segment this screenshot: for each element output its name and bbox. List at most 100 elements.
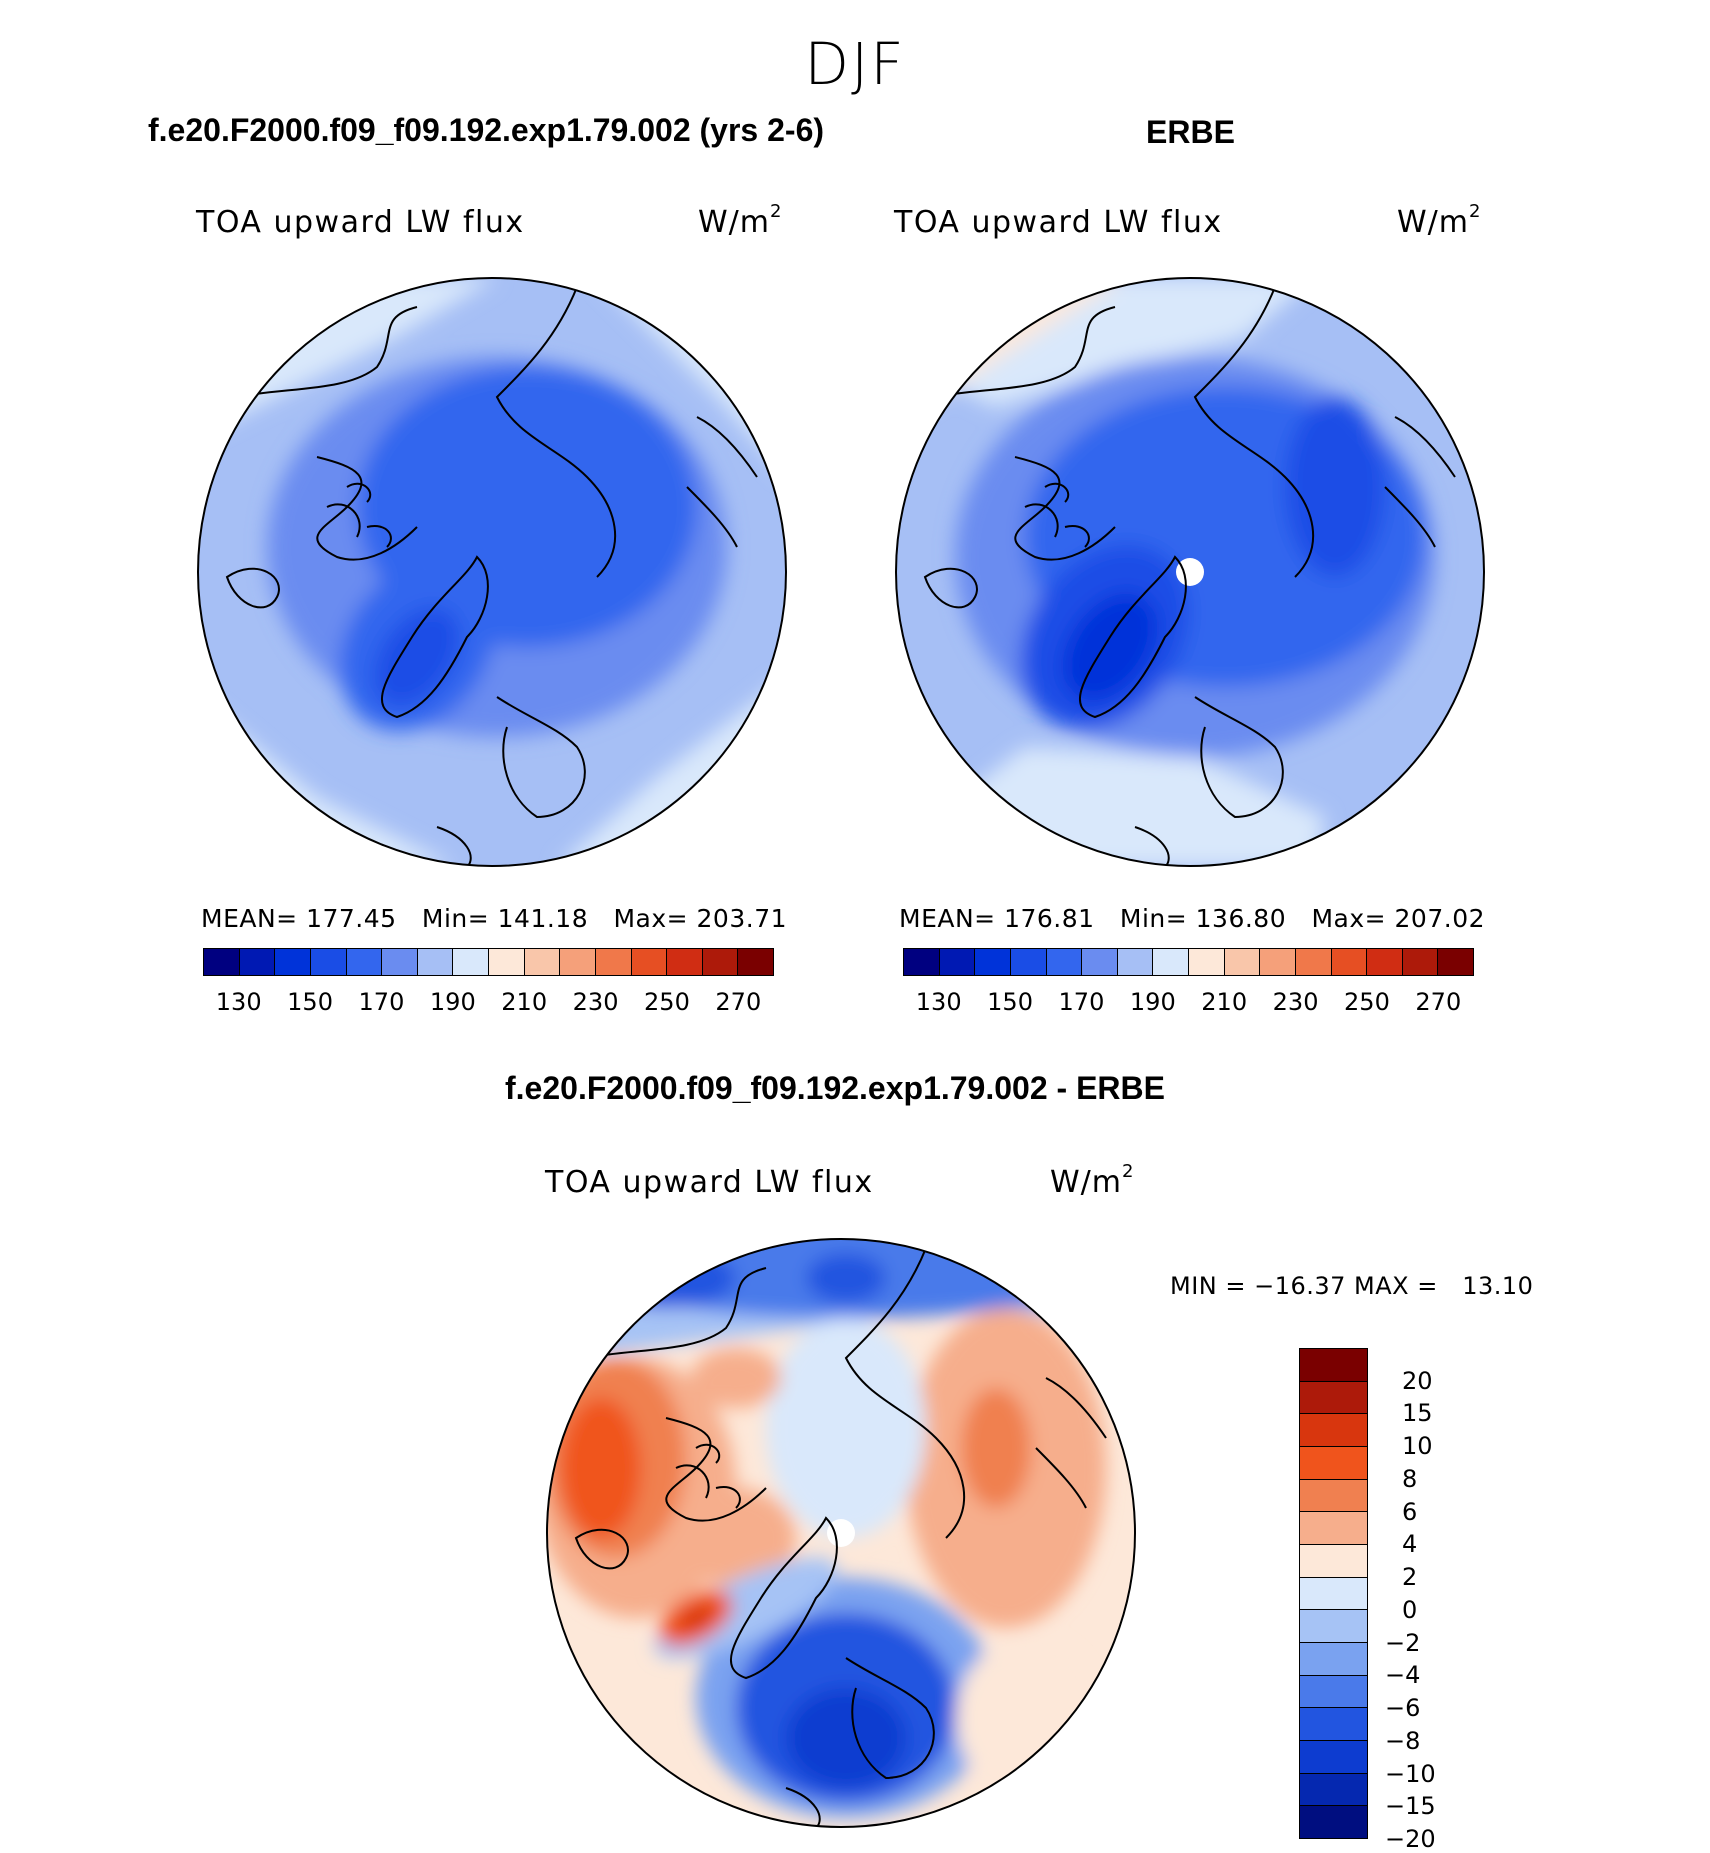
colorbar-swatch <box>1153 949 1189 975</box>
colorbar-swatch <box>453 949 489 975</box>
colorbar-swatch <box>939 949 976 975</box>
colorbar-tick-label: −8 <box>1385 1726 1421 1755</box>
diff-units-label: W/m2 <box>1050 1161 1135 1200</box>
colorbar-swatch <box>631 949 668 975</box>
colorbar-tick-label: 0 <box>1402 1595 1418 1624</box>
obs-stats: MEAN= 176.81 Min= 136.80 Max= 207.02 <box>899 904 1486 933</box>
colorbar-tick-label: −20 <box>1385 1825 1436 1853</box>
colorbar-tick-label: 250 <box>644 988 690 1016</box>
colorbar-swatch <box>489 949 525 975</box>
colorbar-tick-label: 4 <box>1402 1530 1418 1559</box>
colorbar-tick-label: 270 <box>715 988 762 1016</box>
colorbar-swatch <box>1331 949 1368 975</box>
colorbar-swatch <box>1295 949 1332 975</box>
colorbar-swatch <box>1300 1741 1367 1774</box>
colorbar-swatch <box>1300 1381 1367 1415</box>
obs-colorbar-ticks: 130 150 170 190 210 230 250 270 <box>903 988 1474 1018</box>
colorbar-swatch <box>346 949 383 975</box>
colorbar-tick-label: 130 <box>215 988 262 1016</box>
colorbar-tick-label: 190 <box>1129 988 1176 1016</box>
colorbar-tick-label: 210 <box>1201 988 1248 1016</box>
colorbar-swatch <box>275 949 311 975</box>
figure-title: DJF <box>804 30 906 98</box>
colorbar-tick-label: −15 <box>1385 1792 1436 1821</box>
colorbar-swatch <box>1117 949 1154 975</box>
colorbar-tick-label: 2 <box>1402 1563 1418 1592</box>
colorbar-swatch <box>667 949 703 975</box>
diff-colorbar-ticks: 20 15 10 8 6 4 2 0 −2 −4 −6 −8 −10 −15 −20 <box>1385 1348 1465 1853</box>
diff-stats: MIN = −16.37 MAX = 13.10 <box>1170 1272 1534 1300</box>
colorbar-swatch <box>382 949 418 975</box>
colorbar-swatch <box>1300 1414 1367 1448</box>
colorbar-tick-label: −6 <box>1385 1694 1421 1723</box>
colorbar-tick-label: −2 <box>1385 1628 1421 1657</box>
colorbar-tick-label: 230 <box>572 988 619 1016</box>
colorbar-swatch <box>1300 1675 1367 1709</box>
colorbar-tick-label: −10 <box>1385 1759 1436 1788</box>
colorbar-swatch <box>417 949 454 975</box>
colorbar-swatch <box>1300 1806 1367 1839</box>
colorbar-tick-label: 170 <box>1058 988 1105 1016</box>
colorbar-swatch <box>204 949 240 975</box>
obs-colorbar <box>903 948 1474 976</box>
obs-units-label: W/m2 <box>1397 201 1482 240</box>
model-case-title: f.e20.F2000.f09_f09.192.exp1.79.002 (yrs… <box>148 112 825 148</box>
colorbar-tick-label: 6 <box>1402 1497 1418 1526</box>
colorbar-swatch <box>1367 949 1403 975</box>
model-polar-map <box>197 277 787 867</box>
colorbar-swatch <box>1224 949 1261 975</box>
colorbar-swatch <box>310 949 347 975</box>
colorbar-tick-label: 150 <box>987 988 1033 1016</box>
colorbar-swatch <box>1189 949 1225 975</box>
colorbar-swatch <box>975 949 1011 975</box>
colorbar-tick-label: 15 <box>1402 1399 1433 1428</box>
colorbar-swatch <box>1300 1479 1367 1513</box>
colorbar-swatch <box>239 949 276 975</box>
colorbar-swatch <box>524 949 561 975</box>
colorbar-swatch <box>1300 1773 1367 1807</box>
colorbar-swatch <box>1300 1545 1367 1578</box>
colorbar-tick-label: 210 <box>501 988 548 1016</box>
colorbar-swatch <box>1300 1708 1367 1742</box>
colorbar-swatch <box>1300 1610 1367 1644</box>
colorbar-swatch <box>1300 1577 1367 1611</box>
obs-variable-label: TOA upward LW flux <box>894 205 1223 240</box>
colorbar-swatch <box>1046 949 1083 975</box>
model-stats: MEAN= 177.45 Min= 141.18 Max= 203.71 <box>201 904 788 933</box>
diff-polar-map <box>546 1238 1136 1828</box>
colorbar-tick-label: 10 <box>1402 1432 1433 1461</box>
colorbar-tick-label: 20 <box>1402 1366 1433 1395</box>
colorbar-swatch <box>560 949 596 975</box>
colorbar-swatch <box>595 949 632 975</box>
colorbar-tick-label: 270 <box>1415 988 1462 1016</box>
colorbar-swatch <box>1300 1512 1367 1546</box>
diff-colorbar <box>1299 1348 1368 1839</box>
model-variable-label: TOA upward LW flux <box>196 205 525 240</box>
colorbar-swatch <box>1300 1643 1367 1676</box>
obs-polar-map <box>895 277 1485 867</box>
colorbar-swatch <box>1300 1447 1367 1480</box>
colorbar-tick-label: 150 <box>287 988 333 1016</box>
diff-variable-label: TOA upward LW flux <box>545 1165 874 1200</box>
model-colorbar <box>203 948 774 976</box>
colorbar-tick-label: −4 <box>1385 1661 1421 1690</box>
colorbar-swatch <box>1402 949 1439 975</box>
colorbar-tick-label: 190 <box>429 988 476 1016</box>
colorbar-swatch <box>1082 949 1118 975</box>
colorbar-tick-label: 170 <box>358 988 405 1016</box>
colorbar-tick-label: 230 <box>1272 988 1319 1016</box>
colorbar-swatch <box>904 949 940 975</box>
colorbar-tick-label: 250 <box>1344 988 1390 1016</box>
model-colorbar-ticks: 130 150 170 190 210 230 250 270 <box>203 988 774 1018</box>
diff-case-title: f.e20.F2000.f09_f09.192.exp1.79.002 - ER… <box>505 1070 1165 1106</box>
obs-case-title: ERBE <box>1146 114 1235 150</box>
colorbar-swatch <box>1010 949 1047 975</box>
colorbar-swatch <box>1438 949 1473 975</box>
colorbar-swatch <box>1300 1349 1367 1382</box>
model-units-label: W/m2 <box>698 201 783 240</box>
colorbar-swatch <box>1260 949 1296 975</box>
colorbar-tick-label: 130 <box>915 988 962 1016</box>
colorbar-swatch <box>702 949 739 975</box>
colorbar-tick-label: 8 <box>1402 1464 1418 1493</box>
colorbar-swatch <box>738 949 773 975</box>
